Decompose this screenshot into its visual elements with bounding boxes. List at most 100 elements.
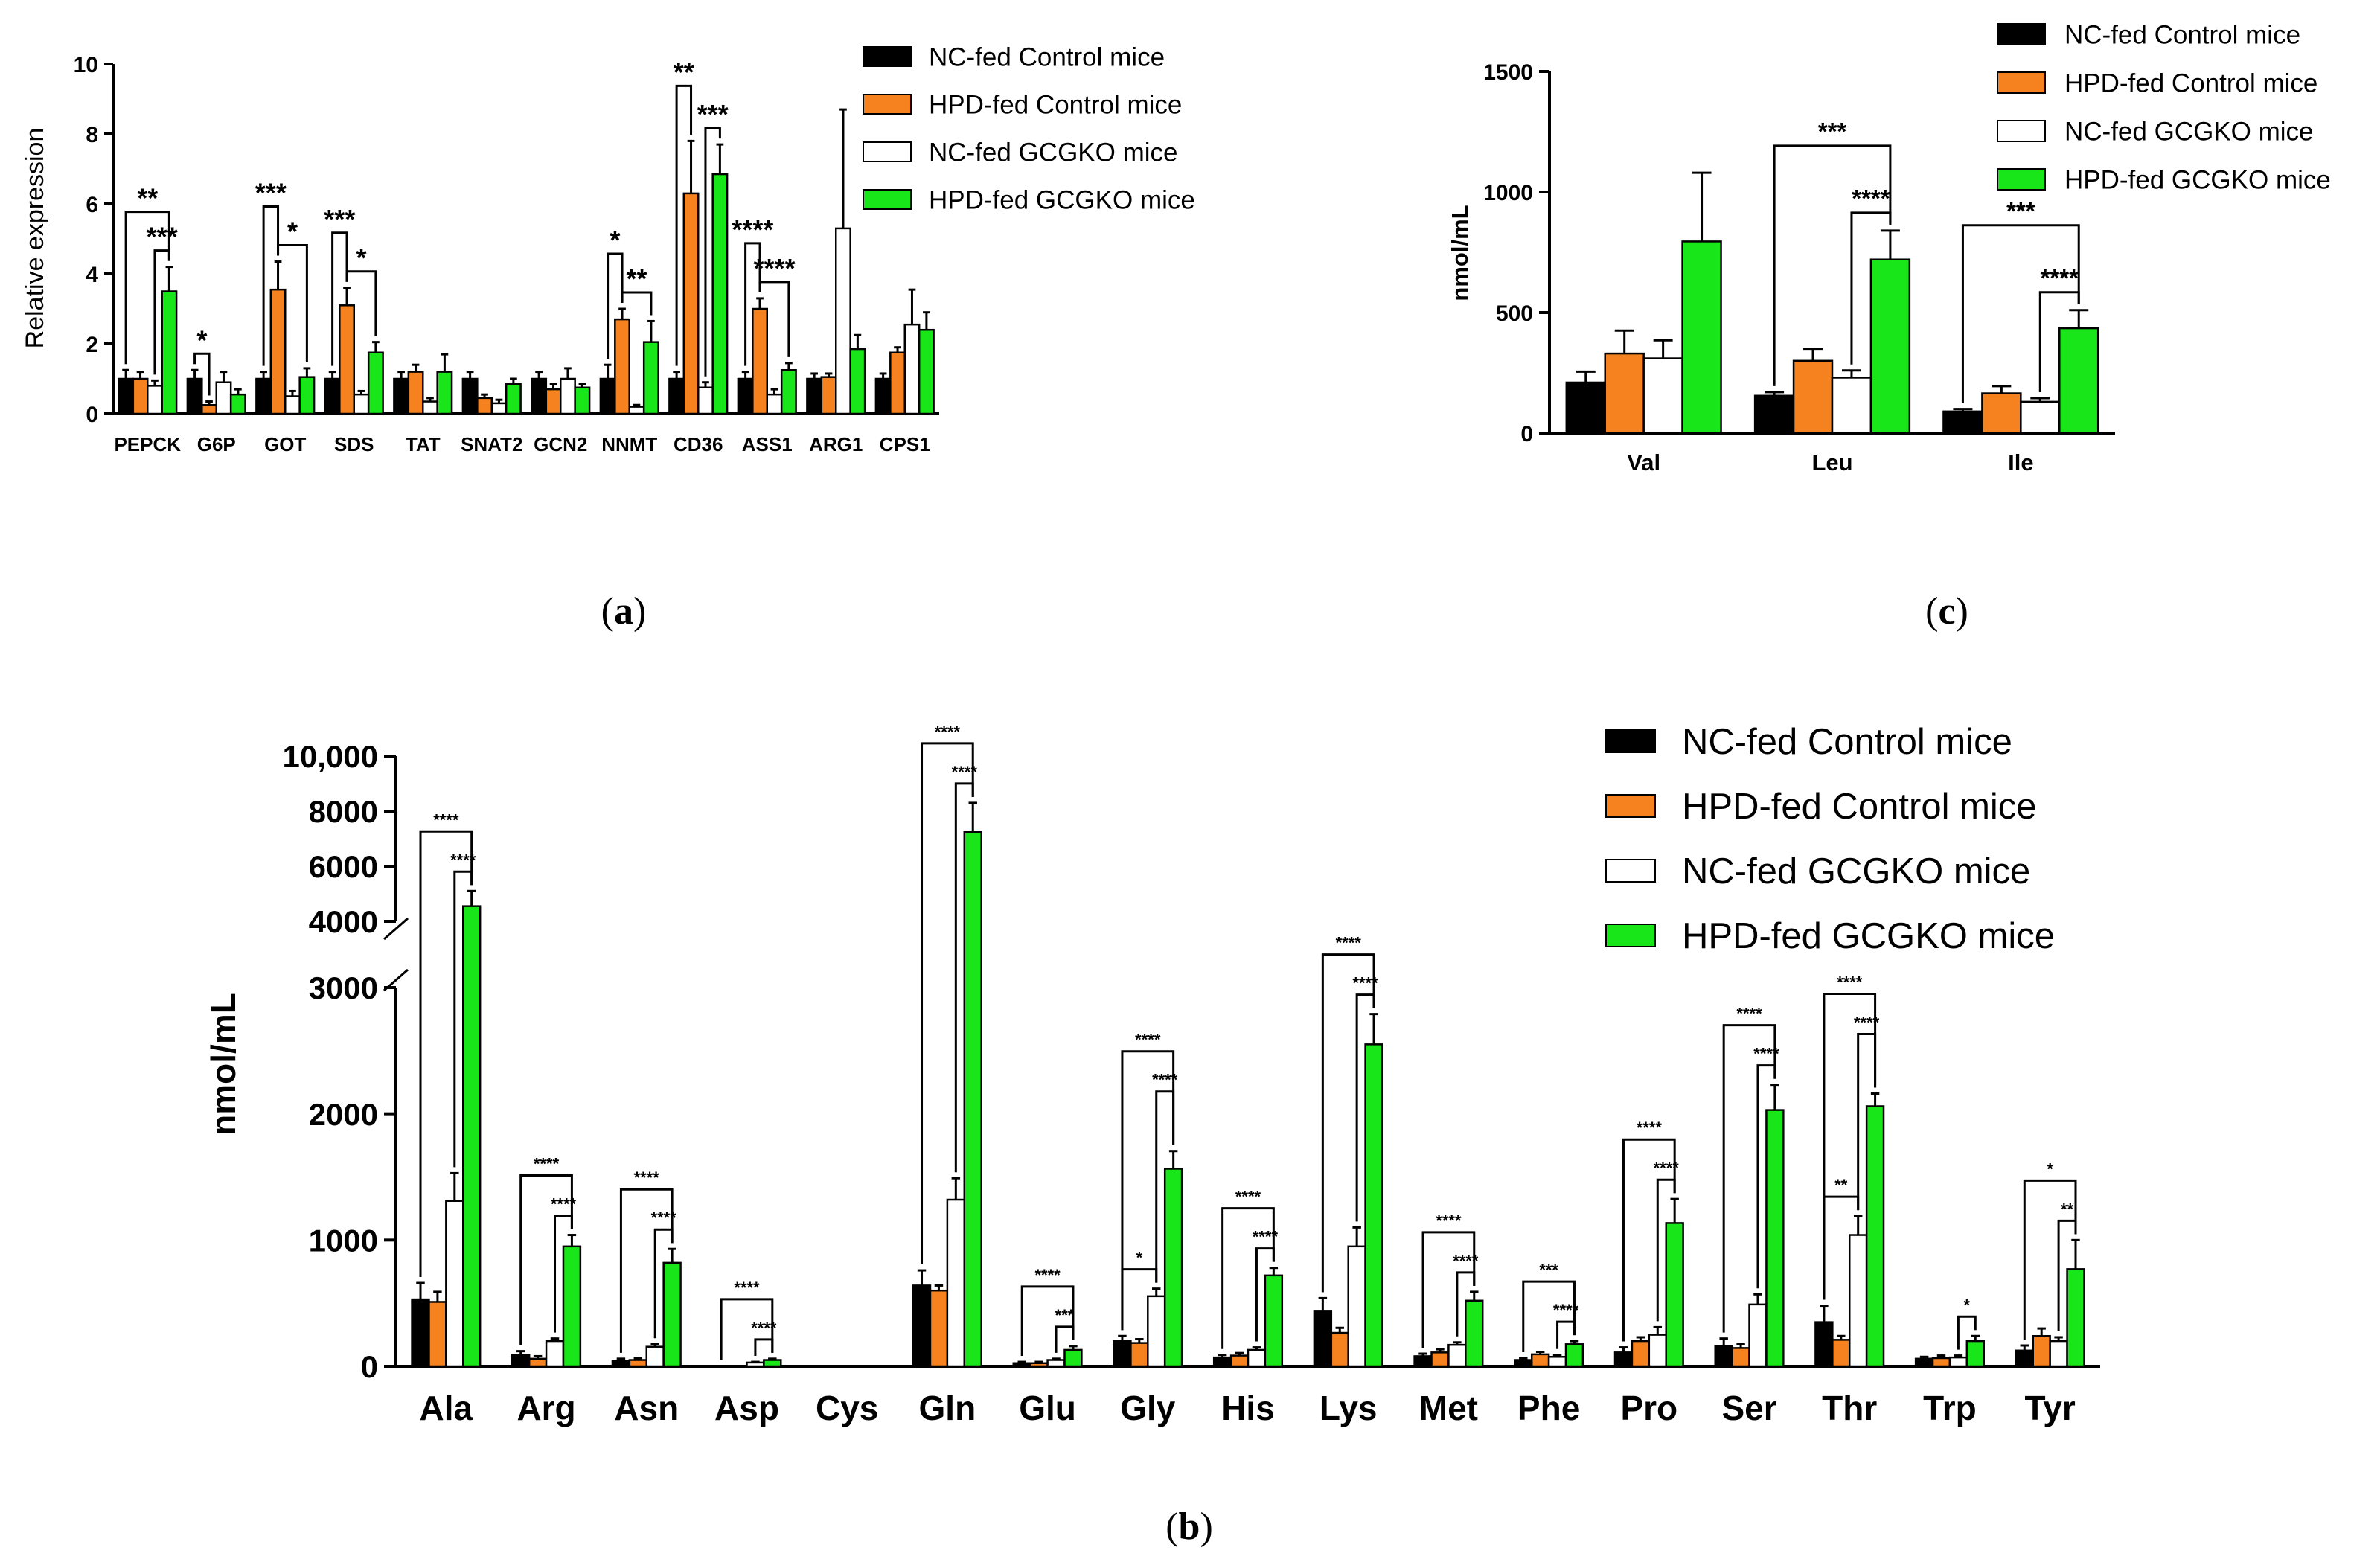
panel-b-x-tick-label-tyr: Tyr	[2025, 1389, 2076, 1427]
panel-b-bar-gly-hpd-gcgko	[1163, 1168, 1183, 1368]
panel-a-x-tick-label-cps1: CPS1	[880, 433, 930, 455]
panel-a-bar-gcn2-hpd-gcgko	[574, 386, 591, 415]
panel-b-bar-phe-nc-gcgko	[1547, 1356, 1567, 1368]
panel-b-bar-ser-hpd-gcgko	[1765, 1109, 1785, 1368]
panel-b-significance-bracket-tyr	[2023, 1179, 2077, 1340]
panel-c-y-tick-label: 500	[1496, 301, 1533, 326]
panel-b-significance-label-gln: ****	[952, 763, 978, 781]
panel-b-significance-label-glu: ****	[1034, 1266, 1061, 1284]
panel-b-bar-his-nc-control	[1212, 1356, 1232, 1368]
panel-a-x-tick-label-snat2: SNAT2	[461, 433, 522, 455]
panel-a-bar-g6p-hpd-gcgko	[229, 393, 246, 415]
panel-c-significance-bracket-leu	[1773, 144, 1892, 386]
panel-b-significance-bracket-his	[1255, 1247, 1275, 1342]
panel-b-bar-ala-hpd-control	[428, 1301, 447, 1368]
panel-b-significance-bracket-phe	[1556, 1320, 1576, 1349]
panel-b-significance-label-asn: ****	[651, 1209, 677, 1227]
panel-b-bar-trp-nc-control	[1914, 1357, 1934, 1368]
panel-c-bar-val-hpd-control	[1604, 352, 1645, 435]
panel-c-bar-val-nc-gcgko	[1642, 357, 1683, 435]
panel-a-bar-cps1-nc-control	[874, 377, 892, 415]
panel-b-significance-label-ala: ****	[433, 810, 459, 829]
panel-a-y-tick-label: 4	[86, 263, 98, 287]
panel-a-significance-bracket-cd36	[704, 127, 721, 377]
panel-a-y-tick-label: 6	[86, 193, 98, 217]
panel-a-bar-cd36-hpd-control	[682, 192, 700, 415]
panel-a-bar-nnmt-hpd-gcgko	[642, 341, 659, 415]
panel-a-y-axis-label: Relative expression	[21, 128, 49, 349]
panel-a-y-tick-label: 2	[86, 333, 98, 357]
panel-a-legend-swatch-hpd-gcgko	[863, 189, 912, 210]
panel-a-bar-gcn2-hpd-control	[545, 388, 562, 415]
panel-a-x-tick-label-gcn2: GCN2	[534, 433, 587, 455]
panel-b-y-axis-label: nmol/mL	[204, 993, 243, 1136]
panel-a-bar-ass1-nc-control	[737, 377, 754, 415]
panel-b-significance-label-met: ****	[1436, 1212, 1462, 1230]
panel-a-significance-label-pepck: ***	[147, 222, 178, 252]
panel-c-legend-swatch-hpd-gcgko	[1997, 168, 2046, 191]
panel-b-significance-label-phe: ***	[1539, 1261, 1558, 1279]
panel-c-legend-swatch-hpd-control	[1997, 71, 2046, 94]
panel-b-bar-arg-nc-gcgko	[545, 1340, 565, 1368]
panel-b-bar-tyr-hpd-gcgko	[2066, 1268, 2085, 1368]
panel-b-legend-label-nc-gcgko: NC-fed GCGKO mice	[1682, 851, 2030, 892]
panel-a-significance-bracket-got	[262, 205, 280, 366]
panel-b-significance-label-met: ****	[1453, 1252, 1479, 1270]
panel-c-bar-val-hpd-gcgko	[1681, 240, 1722, 435]
panel-c-legend-label-hpd-control: HPD-fed Control mice	[2064, 68, 2317, 97]
panel-c-bar-leu-hpd-gcgko	[1869, 258, 1911, 435]
panel-b-legend-swatch-hpd-gcgko	[1605, 924, 1656, 947]
panel-b-significance-label-lys: ****	[1352, 974, 1378, 993]
panel-b-x-tick-label-arg: Arg	[516, 1389, 575, 1427]
panel-c-x-tick-label-val: Val	[1627, 449, 1660, 476]
panel-b-significance-label-thr: ****	[1854, 1014, 1880, 1032]
panel-a-x-tick-label-arg1: ARG1	[809, 433, 863, 455]
panel-b-bar-tyr-hpd-control	[2032, 1335, 2051, 1368]
panel-a-legend-label-nc-gcgko: NC-fed GCGKO mice	[929, 138, 1178, 167]
panel-b-bar-his-nc-gcgko	[1247, 1348, 1267, 1368]
panel-b-y-tick-label: 3000	[309, 970, 378, 1005]
panel-a-bar-arg1-hpd-gcgko	[849, 348, 866, 415]
panel-b-significance-bracket-met	[1421, 1231, 1476, 1348]
panel-b-significance-bracket-asp	[720, 1298, 774, 1360]
panel-c-bar-ile-nc-gcgko	[2020, 400, 2061, 435]
panel-b-x-tick-label-ser: Ser	[1721, 1389, 1776, 1427]
panel-c-legend-label-nc-gcgko: NC-fed GCGKO mice	[2064, 117, 2314, 146]
panel-a-significance-bracket-ass1	[758, 281, 790, 357]
panel-b-bar-gln-nc-gcgko	[946, 1198, 966, 1368]
panel-b-significance-bracket-ser	[1756, 1064, 1776, 1289]
panel-a-bar-nnmt-nc-control	[599, 377, 616, 415]
panel-c-bar-leu-nc-gcgko	[1831, 377, 1872, 435]
panel-a-bar-ass1-hpd-gcgko	[780, 369, 797, 415]
panel-a-significance-bracket-sds	[331, 231, 348, 366]
panel-b-significance-label-gly: *	[1136, 1249, 1143, 1267]
panel-b-significance-bracket-arg	[519, 1174, 573, 1345]
panel-b-significance-bracket-asn	[619, 1188, 674, 1353]
panel-a-legend-label-hpd-control: HPD-fed Control mice	[929, 90, 1182, 119]
panel-b-bar-thr-nc-control	[1814, 1321, 1834, 1368]
panel-b-significance-label-lys: ****	[1336, 934, 1362, 953]
panel-a-bar-arg1-hpd-control	[820, 376, 837, 415]
panel-b-bar-glu-hpd-gcgko	[1063, 1348, 1083, 1368]
panel-b-significance-label-ser: ****	[1753, 1045, 1779, 1063]
panel-label-a: (a)	[601, 590, 647, 633]
panel-b-y-tick-label: 2000	[309, 1097, 378, 1132]
panel-b-bar-gly-nc-gcgko	[1147, 1295, 1166, 1368]
panel-a-significance-bracket-pepck	[153, 249, 170, 375]
panel-b-x-tick-label-lys: Lys	[1319, 1389, 1378, 1427]
panel-b-bar-ser-nc-control	[1714, 1345, 1733, 1368]
panel-b-bar-ala-nc-control	[411, 1298, 430, 1368]
panel-b-y-tick-label: 6000	[309, 849, 378, 884]
panel-b-bar-asn-hpd-control	[628, 1359, 648, 1368]
panel-a-bar-got-nc-control	[255, 377, 272, 415]
panel-b-x-tick-label-asn: Asn	[614, 1389, 679, 1427]
panel-b-bar-ala-hpd-gcgko	[462, 905, 482, 1368]
panel-b-x-tick-label-cys: Cys	[816, 1389, 878, 1427]
panel-a-chart: 0 2 4 6 8 10 Relative expression PEPCK G6P GOT SDS…	[21, 42, 1195, 455]
panel-b-significance-bracket-glu	[1020, 1285, 1075, 1357]
panel-a-bar-pepck-nc-gcgko	[147, 385, 163, 415]
panel-b-bar-phe-nc-control	[1514, 1359, 1533, 1368]
panel-a-bar-pepck-nc-control	[118, 377, 135, 415]
panel-b-bar-tyr-nc-gcgko	[2049, 1340, 2068, 1368]
